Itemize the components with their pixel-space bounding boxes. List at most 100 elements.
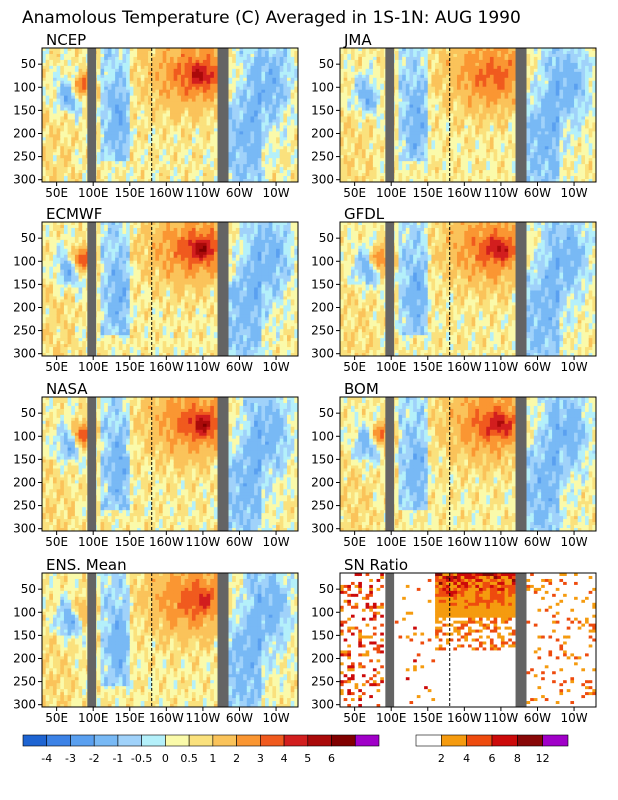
field-cell — [268, 146, 273, 150]
field-cell — [155, 116, 160, 120]
field-cell — [191, 68, 197, 73]
field-cell — [137, 128, 142, 132]
field-cell — [129, 119, 134, 123]
field-cell — [60, 48, 65, 52]
field-cell — [343, 152, 348, 156]
field-cell — [243, 170, 248, 174]
field-cell — [129, 113, 134, 117]
field-cell — [287, 104, 292, 109]
field-cell — [170, 122, 175, 126]
field-cell — [265, 89, 270, 94]
field-cell — [159, 65, 164, 70]
field-cell — [184, 107, 189, 112]
field-cell — [74, 62, 80, 67]
field-cell — [195, 62, 200, 67]
field-cell — [202, 98, 208, 103]
field-cell — [100, 83, 105, 88]
field-cell — [402, 98, 407, 103]
field-cell — [100, 59, 105, 64]
field-cell — [350, 71, 356, 76]
field-cell — [361, 56, 367, 61]
field-cell — [170, 140, 175, 144]
field-cell — [104, 104, 109, 109]
field-cell — [250, 77, 255, 82]
field-cell — [358, 170, 363, 174]
field-cell — [283, 65, 288, 70]
field-cell — [394, 86, 400, 91]
field-cell — [482, 125, 487, 129]
field-cell — [482, 50, 487, 55]
field-cell — [482, 158, 487, 162]
field-cell — [239, 86, 244, 91]
field-cell — [129, 80, 134, 85]
field-cell — [67, 74, 72, 79]
field-cell — [287, 77, 292, 82]
field-cell — [290, 179, 295, 183]
field-cell — [52, 62, 58, 67]
field-cell — [228, 80, 233, 85]
field-cell — [202, 68, 208, 73]
field-cell — [347, 149, 352, 153]
field-cell — [180, 107, 186, 112]
field-cell — [49, 173, 54, 177]
field-cell — [442, 119, 447, 123]
field-cell — [107, 65, 112, 70]
field-cell — [42, 140, 47, 144]
field-cell — [243, 65, 248, 70]
field-cell — [170, 107, 175, 112]
field-cell — [210, 98, 215, 103]
field-cell — [265, 110, 270, 115]
field-cell — [442, 50, 447, 55]
field-cell — [361, 134, 367, 138]
field-cell — [376, 62, 381, 67]
field-cell — [427, 48, 432, 52]
field-cell — [166, 179, 171, 183]
field-cell — [478, 92, 484, 97]
field-cell — [438, 131, 443, 135]
field-cell — [413, 152, 418, 156]
field-cell — [246, 158, 251, 162]
field-cell — [144, 131, 149, 135]
field-cell — [449, 179, 454, 183]
field-cell — [133, 131, 138, 135]
field-cell — [126, 59, 131, 64]
field-cell — [457, 68, 462, 73]
field-cell — [276, 107, 281, 112]
field-cell — [235, 80, 240, 85]
field-cell — [261, 101, 266, 106]
field-cell — [471, 164, 476, 168]
field-cell — [148, 98, 153, 103]
field-cell — [159, 101, 164, 106]
field-cell — [173, 98, 178, 103]
field-cell — [449, 101, 454, 106]
field-cell — [49, 164, 54, 168]
field-cell — [162, 83, 167, 88]
field-cell — [265, 74, 270, 79]
field-cell — [104, 53, 109, 58]
field-cell — [148, 167, 153, 171]
field-cell — [188, 92, 193, 97]
field-cell — [148, 104, 153, 109]
field-cell — [74, 125, 80, 129]
field-cell — [294, 161, 299, 165]
field-cell — [60, 98, 65, 103]
field-cell — [268, 53, 273, 58]
field-cell — [173, 152, 178, 156]
field-cell — [133, 48, 138, 52]
field-cell — [137, 104, 142, 109]
field-cell — [365, 59, 370, 64]
field-cell — [420, 173, 425, 177]
field-cell — [74, 48, 80, 52]
field-cell — [268, 101, 273, 106]
field-cell — [250, 110, 255, 115]
field-cell — [133, 125, 138, 129]
field-cell — [369, 59, 374, 64]
field-cell — [398, 155, 403, 159]
field-cell — [380, 80, 385, 85]
field-cell — [140, 146, 145, 150]
field-cell — [460, 95, 465, 100]
field-cell — [202, 48, 208, 52]
field-cell — [276, 68, 281, 73]
field-cell — [60, 56, 65, 61]
field-cell — [449, 98, 454, 103]
